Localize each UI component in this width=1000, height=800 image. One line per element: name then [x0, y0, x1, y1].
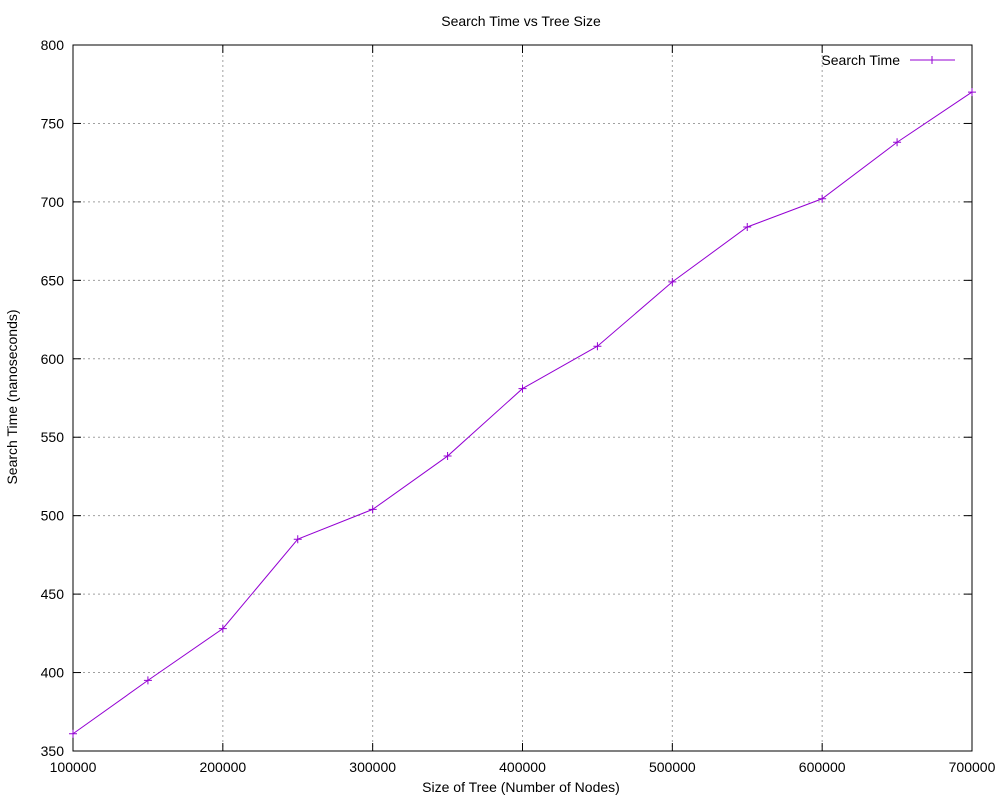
- y-axis-ticks: 350 400 450 500 550 600 650 700 750 800: [41, 37, 972, 759]
- x-tick-label: 500000: [649, 759, 696, 775]
- data-point-marker: [293, 535, 302, 544]
- data-point-marker: [593, 342, 602, 351]
- data-point-marker: [69, 729, 77, 738]
- data-point-marker: [668, 277, 677, 286]
- series-layer: [69, 88, 976, 738]
- data-point-marker: [143, 676, 152, 685]
- y-tick-label: 600: [41, 351, 65, 367]
- y-tick-label: 400: [41, 665, 65, 681]
- y-axis-label: Search Time (nanoseconds): [4, 309, 20, 484]
- x-axis-ticks: 100000 200000 300000 400000 500000 600000 7000…: [50, 45, 996, 775]
- data-point-marker: [368, 505, 377, 514]
- x-tick-label: 600000: [799, 759, 846, 775]
- data-point-marker: [443, 452, 452, 461]
- y-tick-label: 650: [41, 272, 65, 288]
- x-axis-label: Size of Tree (Number of Nodes): [422, 779, 620, 795]
- data-point-marker: [743, 222, 752, 231]
- data-point-marker: [818, 194, 827, 203]
- data-point-marker: [518, 384, 527, 393]
- y-tick-label: 450: [41, 586, 65, 602]
- data-point-marker: [218, 624, 227, 633]
- y-tick-label: 550: [41, 429, 65, 445]
- x-tick-label: 100000: [50, 759, 97, 775]
- y-tick-label: 800: [41, 37, 65, 53]
- grid-lines: [73, 45, 972, 751]
- x-tick-label: 300000: [349, 759, 396, 775]
- legend-marker: [928, 56, 936, 64]
- series-line: [72, 91, 973, 735]
- x-tick-label: 400000: [499, 759, 546, 775]
- y-tick-label: 350: [41, 743, 65, 759]
- data-point-marker: [968, 88, 976, 97]
- y-tick-label: 750: [41, 115, 65, 131]
- y-tick-label: 500: [41, 508, 65, 524]
- x-tick-label: 200000: [199, 759, 246, 775]
- chart-title: Search Time vs Tree Size: [441, 13, 601, 29]
- x-tick-label: 700000: [949, 759, 996, 775]
- legend-marker-plus: [928, 56, 936, 64]
- legend: Search Time: [821, 52, 955, 68]
- data-point-marker: [893, 138, 902, 147]
- y-tick-label: 700: [41, 194, 65, 210]
- legend-label: Search Time: [821, 52, 900, 68]
